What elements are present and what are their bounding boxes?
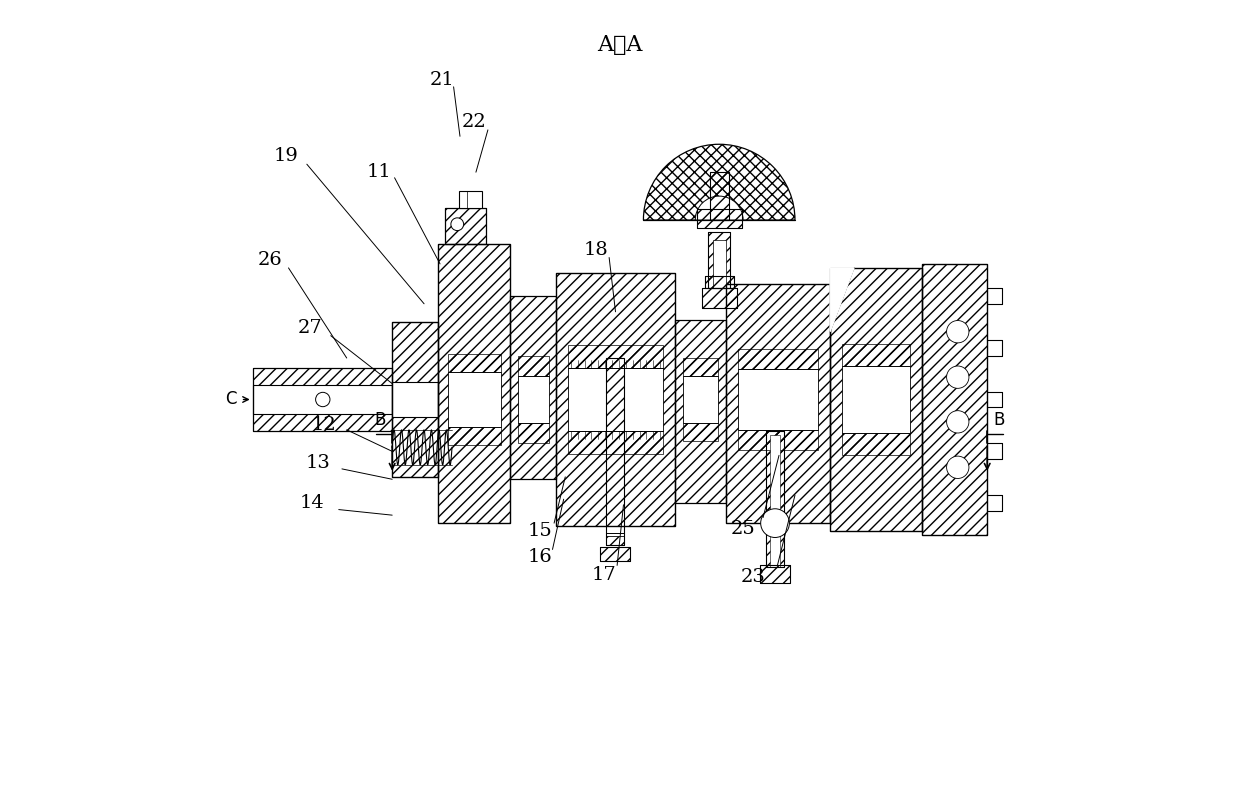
Bar — [606, 534, 623, 546]
Bar — [766, 431, 784, 567]
Bar — [683, 358, 719, 376]
Bar — [843, 433, 909, 455]
Bar — [569, 345, 663, 368]
Bar — [705, 276, 733, 288]
Bar — [518, 356, 549, 376]
Bar — [830, 268, 922, 531]
Circle shape — [947, 456, 969, 479]
Text: 17: 17 — [591, 566, 616, 584]
Bar — [253, 368, 393, 431]
Bar — [449, 372, 501, 427]
Bar — [922, 264, 987, 535]
Text: 22: 22 — [462, 113, 487, 131]
Text: A－A: A－A — [597, 34, 642, 56]
Bar — [760, 566, 790, 583]
Circle shape — [947, 320, 969, 343]
Text: 15: 15 — [528, 522, 553, 540]
Bar — [683, 376, 719, 423]
Bar — [696, 209, 741, 228]
Bar — [674, 320, 726, 503]
Bar — [922, 264, 987, 535]
Bar — [712, 240, 726, 288]
Bar — [253, 414, 393, 431]
Bar — [701, 288, 737, 308]
Text: 21: 21 — [430, 71, 455, 89]
Bar — [683, 423, 719, 441]
Bar — [600, 547, 629, 562]
Bar — [606, 368, 623, 431]
Bar — [393, 322, 439, 382]
Bar — [771, 435, 779, 567]
Bar — [393, 417, 439, 477]
Bar — [696, 209, 741, 228]
Bar — [606, 358, 623, 546]
Bar — [738, 430, 818, 450]
Text: B: B — [994, 411, 1005, 429]
Bar — [710, 172, 729, 220]
Bar — [738, 349, 818, 369]
Bar — [705, 276, 733, 288]
Bar — [439, 244, 510, 523]
Circle shape — [947, 366, 969, 388]
Bar — [766, 431, 784, 567]
Bar — [253, 368, 393, 385]
Bar — [726, 284, 830, 523]
Bar — [449, 427, 501, 445]
Bar — [253, 385, 393, 414]
Bar — [569, 368, 663, 431]
Bar — [510, 296, 556, 479]
Bar — [393, 382, 439, 417]
Bar — [726, 284, 830, 523]
Wedge shape — [695, 196, 743, 220]
Circle shape — [316, 392, 330, 407]
Bar — [843, 366, 909, 433]
Bar — [518, 423, 549, 443]
Bar — [606, 536, 623, 546]
Circle shape — [761, 509, 789, 538]
Bar — [701, 288, 737, 308]
Circle shape — [947, 411, 969, 433]
Bar — [830, 268, 922, 531]
Text: 26: 26 — [258, 251, 282, 269]
Bar — [445, 208, 486, 244]
Text: 19: 19 — [274, 147, 299, 165]
Bar — [445, 208, 486, 244]
Bar — [600, 547, 629, 562]
Text: 16: 16 — [528, 548, 553, 566]
Text: 12: 12 — [312, 416, 337, 434]
Bar — [707, 232, 730, 288]
Circle shape — [451, 218, 463, 231]
Bar — [439, 244, 510, 523]
Bar — [510, 296, 556, 479]
Bar — [460, 190, 482, 208]
Text: B: B — [374, 411, 385, 429]
Bar — [569, 431, 663, 454]
Bar — [710, 172, 729, 220]
Text: 18: 18 — [584, 240, 608, 259]
Text: 11: 11 — [367, 163, 392, 181]
Text: 27: 27 — [297, 319, 322, 336]
Bar — [707, 232, 730, 288]
Text: 13: 13 — [306, 455, 331, 472]
Text: 14: 14 — [300, 495, 323, 512]
Bar — [843, 344, 909, 366]
Bar — [556, 273, 674, 526]
Text: 23: 23 — [741, 567, 766, 586]
Bar — [556, 273, 674, 526]
Bar — [674, 320, 726, 503]
Bar — [760, 566, 790, 583]
Bar — [449, 354, 501, 372]
Text: C: C — [225, 391, 237, 408]
Polygon shape — [830, 268, 854, 332]
Bar — [518, 376, 549, 423]
Bar — [738, 369, 818, 430]
Text: 25: 25 — [731, 519, 756, 538]
Bar — [393, 322, 439, 477]
